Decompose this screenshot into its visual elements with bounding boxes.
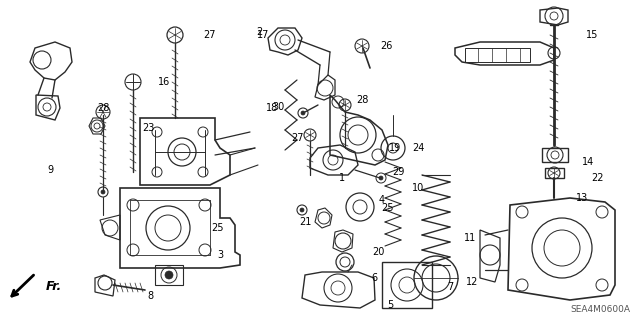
Text: 14: 14 — [582, 157, 594, 167]
Text: 4: 4 — [379, 195, 385, 205]
Text: 13: 13 — [576, 193, 588, 203]
Text: 29: 29 — [392, 167, 404, 177]
Text: 1: 1 — [339, 173, 345, 183]
Text: 19: 19 — [389, 143, 401, 153]
Text: 27: 27 — [292, 133, 304, 143]
Text: 16: 16 — [158, 77, 170, 87]
Circle shape — [101, 190, 105, 194]
Text: 28: 28 — [97, 103, 109, 113]
Text: Fr.: Fr. — [45, 280, 61, 293]
Circle shape — [301, 111, 305, 115]
Text: 3: 3 — [217, 250, 223, 260]
Text: 26: 26 — [380, 41, 392, 51]
Circle shape — [379, 176, 383, 180]
Text: 15: 15 — [586, 30, 598, 40]
Text: 25: 25 — [381, 203, 394, 213]
Text: 20: 20 — [372, 247, 384, 257]
Text: 28: 28 — [356, 95, 368, 105]
Text: 6: 6 — [371, 273, 377, 283]
Text: 27: 27 — [204, 30, 216, 40]
Circle shape — [300, 208, 304, 212]
Text: 18: 18 — [266, 103, 278, 113]
Text: 12: 12 — [466, 277, 478, 287]
Text: 9: 9 — [47, 165, 53, 175]
Text: 21: 21 — [299, 217, 311, 227]
Text: 7: 7 — [447, 282, 453, 292]
Text: 5: 5 — [387, 300, 393, 310]
Text: 2: 2 — [256, 27, 262, 37]
Text: 23: 23 — [142, 123, 154, 133]
Text: SEA4M0600A: SEA4M0600A — [570, 306, 630, 315]
Text: 25: 25 — [212, 223, 224, 233]
Text: 17: 17 — [257, 30, 269, 40]
Text: 30: 30 — [272, 102, 284, 112]
Text: 8: 8 — [147, 291, 153, 301]
Text: 24: 24 — [412, 143, 424, 153]
Circle shape — [165, 271, 173, 279]
Text: 11: 11 — [464, 233, 476, 243]
Text: 22: 22 — [592, 173, 604, 183]
Text: 10: 10 — [412, 183, 424, 193]
